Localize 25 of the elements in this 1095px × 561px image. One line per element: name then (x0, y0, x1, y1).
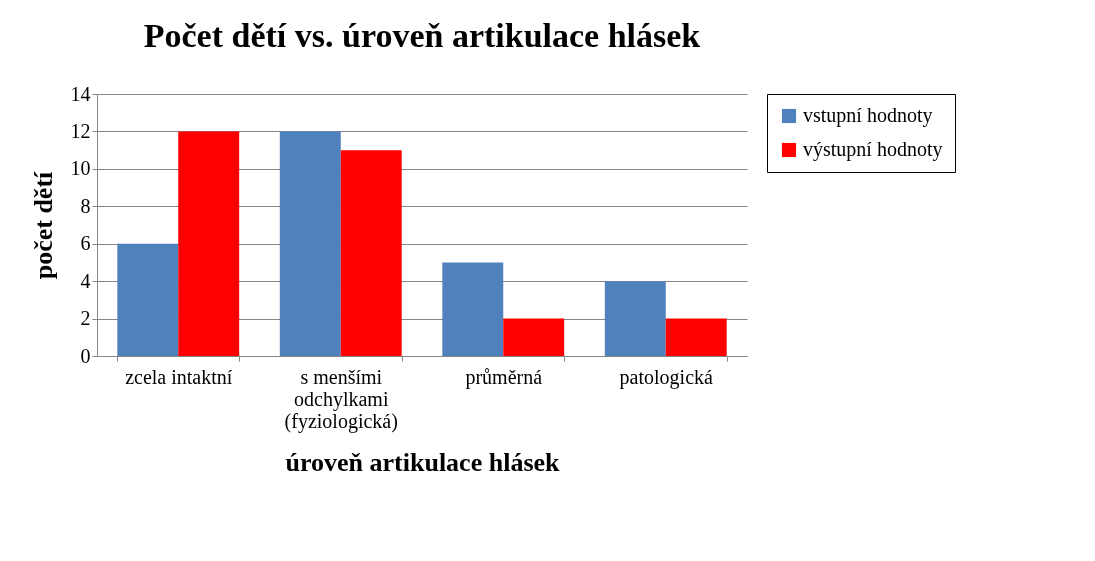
bar (340, 150, 402, 356)
y-tick-label: 0 (80, 344, 91, 367)
bar (117, 243, 179, 356)
legend-label: vstupní hodnoty (803, 104, 933, 127)
bar (279, 131, 341, 356)
x-axis-title: úroveň artikulace hlásek (285, 447, 561, 477)
x-tick-label: s menšími odchylkami (fyziologická) (284, 365, 398, 433)
bar (442, 262, 504, 356)
x-tick-label: patologická (619, 365, 714, 389)
x-tick-label: průměrná (465, 365, 543, 389)
y-tick-label: 10 (70, 157, 91, 180)
y-tick-label: 14 (70, 82, 91, 105)
y-tick-label: 2 (80, 307, 91, 330)
bar (503, 318, 565, 356)
bar (665, 318, 727, 356)
x-tick-label: zcela intaktní (125, 365, 233, 388)
y-tick-label: 12 (70, 119, 91, 142)
y-tick-label: 6 (80, 232, 91, 255)
legend-label: výstupní hodnoty (803, 138, 943, 161)
y-tick-label: 4 (80, 269, 91, 292)
chart-title: Počet dětí vs. úroveň artikulace hlásek (143, 17, 701, 54)
y-tick-label: 8 (80, 194, 91, 217)
bar (604, 281, 666, 356)
y-axis-title: počet dětí (28, 170, 58, 280)
bar (178, 131, 240, 356)
